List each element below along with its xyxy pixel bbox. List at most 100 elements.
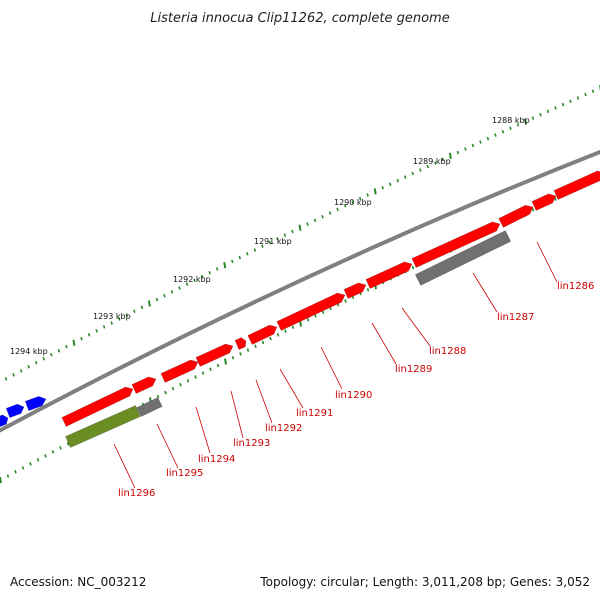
major-tick	[72, 339, 76, 346]
minor-tick	[404, 175, 407, 179]
minor-tick	[34, 360, 38, 365]
minor-tick	[486, 136, 490, 141]
gene-lin1291-track	[247, 324, 278, 345]
minor-tick	[179, 383, 182, 387]
minor-tick	[209, 367, 212, 372]
minor-tick	[531, 208, 535, 212]
minor-tick	[254, 344, 257, 349]
minor-tick	[576, 96, 580, 100]
minor-tick	[366, 193, 369, 197]
gene-lin1293-track	[195, 343, 234, 367]
gene-label-lin1288: lin1288	[429, 346, 466, 357]
gene-label-lin1290: lin1290	[335, 390, 372, 401]
gene-label-lin1295: lin1295	[166, 468, 203, 479]
minor-tick	[426, 164, 430, 169]
minor-tick	[19, 369, 23, 373]
kbp-label-1292: 1292 kbp	[173, 275, 211, 284]
minor-tick	[231, 356, 235, 360]
genome-backbone	[0, 149, 600, 433]
gene-red	[531, 193, 557, 211]
minor-tick	[321, 310, 325, 314]
minor-tick	[164, 390, 167, 395]
minor-tick	[411, 171, 415, 176]
minor-tick	[358, 196, 362, 201]
minor-tick	[216, 363, 220, 368]
major-tick	[224, 358, 227, 365]
gene-lin1287-track	[411, 221, 501, 268]
minor-tick	[554, 197, 557, 201]
minor-tick	[29, 462, 32, 466]
minor-tick	[284, 329, 287, 333]
minor-tick	[110, 321, 113, 325]
minor-tick	[102, 325, 106, 329]
minor-tick	[65, 344, 68, 349]
gene-features	[0, 170, 600, 448]
minor-tick	[539, 112, 542, 117]
minor-tick	[50, 352, 53, 357]
gene-label-lin1291: lin1291	[296, 408, 333, 419]
major-tick	[298, 224, 302, 231]
minor-tick	[366, 288, 370, 292]
minor-tick	[494, 133, 497, 137]
minor-tick	[155, 297, 159, 302]
minor-tick	[464, 147, 467, 151]
minor-tick	[314, 314, 317, 318]
gene-lin1289-track	[343, 282, 367, 299]
minor-tick	[336, 207, 339, 212]
minor-tick	[194, 375, 197, 379]
minor-tick	[170, 290, 174, 294]
minor-tick	[140, 305, 144, 310]
minor-tick	[456, 150, 460, 155]
gene-gray	[414, 230, 512, 286]
minor-tick	[554, 106, 557, 110]
gene-label-lin1287: lin1287	[497, 312, 534, 323]
kbp-label-1288: 1288 kbp	[492, 116, 530, 125]
minor-tick	[51, 450, 55, 454]
gene-lin1286-track	[498, 204, 534, 228]
minor-tick	[14, 470, 17, 474]
gene-red	[553, 170, 600, 200]
kbp-label-1293: 1293 kbp	[93, 312, 131, 321]
label-leader-lines	[113, 241, 558, 489]
leader-line	[401, 307, 431, 347]
gene-label-lin1286: lin1286	[557, 281, 594, 292]
minor-tick	[44, 454, 47, 458]
minor-tick	[80, 337, 83, 341]
minor-tick	[276, 237, 279, 241]
minor-tick	[313, 218, 317, 223]
minor-tick	[261, 340, 265, 345]
gene-lin1296-track	[61, 386, 134, 427]
minor-tick	[344, 299, 347, 303]
minor-tick	[328, 211, 332, 215]
minor-tick	[531, 116, 535, 120]
minor-tick	[246, 252, 249, 256]
minor-tick	[163, 293, 166, 298]
gene-gray	[136, 397, 163, 417]
kbp-label-1291: 1291 kbp	[254, 237, 292, 246]
gene-label-lin1292: lin1292	[265, 423, 302, 434]
genome-summary-text: Topology: circular; Length: 3,011,208 bp…	[259, 575, 590, 589]
major-tick	[147, 300, 151, 307]
minor-tick	[95, 329, 98, 333]
minor-tick	[66, 442, 70, 446]
major-tick	[373, 188, 377, 195]
minor-tick	[171, 386, 175, 391]
minor-tick	[4, 377, 8, 381]
leader-line	[195, 406, 211, 454]
minor-tick	[133, 309, 136, 313]
minor-tick	[269, 336, 272, 341]
minor-tick	[291, 229, 294, 234]
minor-tick	[208, 270, 211, 275]
minor-tick	[12, 373, 15, 377]
kbp-label-1294: 1294 kbp	[10, 347, 48, 356]
map-title: Listeria innocua Clip11262, complete gen…	[150, 11, 449, 26]
minor-tick	[561, 102, 565, 107]
major-tick	[0, 476, 2, 484]
minor-tick	[268, 240, 272, 245]
minor-tick	[201, 371, 205, 375]
minor-tick	[419, 168, 422, 172]
leader-line	[472, 272, 498, 313]
minor-tick	[441, 157, 445, 162]
minor-tick	[351, 200, 354, 204]
